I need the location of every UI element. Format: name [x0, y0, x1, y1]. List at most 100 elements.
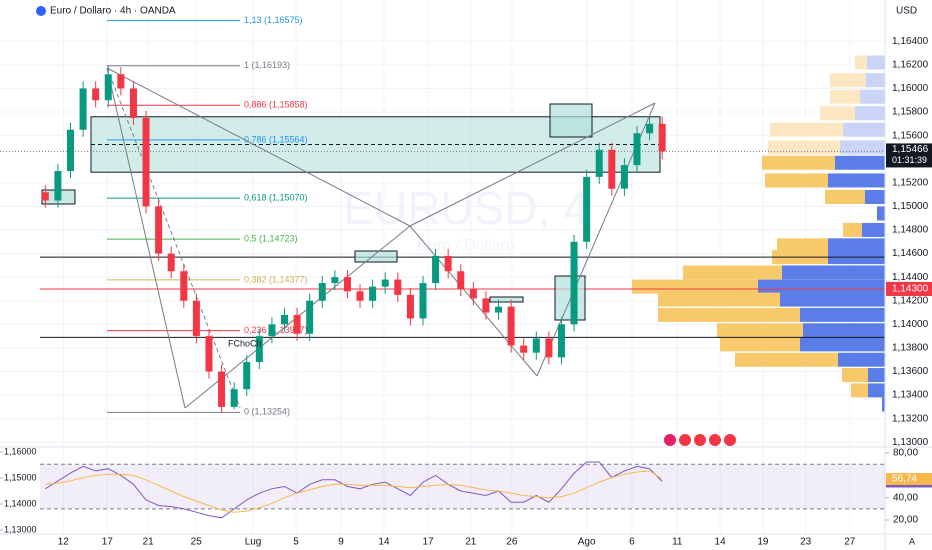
icons	[664, 434, 736, 446]
y-tick-label: 1,15600	[892, 130, 929, 141]
candle-body	[104, 74, 112, 101]
candle-body	[482, 298, 490, 313]
candle-body	[41, 192, 49, 201]
fib-label: 0,786 (1,15564)	[244, 134, 308, 144]
volume-up	[800, 337, 885, 352]
candle-body	[381, 279, 389, 287]
fib-label: 0 (1,13254)	[244, 407, 290, 417]
price-label-box	[886, 143, 932, 168]
rsi-line	[45, 470, 663, 513]
icon	[724, 434, 736, 446]
x-tick-label: 12	[58, 537, 70, 548]
volume-down	[762, 155, 835, 170]
candle-body	[218, 371, 226, 407]
overlay-tick-label: 1,14000	[4, 498, 37, 508]
rsi-tick-label: 80,00	[893, 448, 918, 459]
candle-body	[608, 149, 616, 189]
volume-down	[717, 323, 803, 338]
fib-label: 0,236 (1,13947)	[244, 325, 308, 335]
chart-title: Euro / Dollaro · 4h · OANDA	[50, 6, 176, 17]
rsi-tick-label: 20,00	[893, 515, 918, 526]
volume-up	[882, 397, 885, 412]
candle-body	[167, 253, 175, 272]
candle-body	[343, 277, 351, 292]
volume-up	[800, 307, 885, 322]
auto-button[interactable]: A	[909, 536, 915, 546]
candle-body	[532, 338, 540, 353]
trend-line	[409, 102, 656, 227]
y-tick-label: 1,14200	[892, 295, 929, 306]
volume-down	[735, 352, 838, 367]
y-tick-label: 1,14000	[892, 319, 929, 330]
volume-down	[768, 140, 840, 155]
candle-body	[495, 306, 503, 313]
candle-body	[180, 271, 188, 301]
fib-label: 0,618 (1,15070)	[244, 193, 308, 203]
rsi-band	[40, 464, 885, 509]
x-tick-label: 17	[102, 537, 114, 548]
watermark: EURUSD, 4	[343, 182, 588, 234]
candle-body	[155, 206, 163, 254]
candle-body	[243, 362, 251, 390]
y-tick-label: 1,13000	[892, 437, 929, 448]
candle-body	[583, 176, 591, 242]
x-tick-label: 14	[715, 537, 727, 548]
volume-down	[683, 265, 782, 280]
icon	[664, 434, 676, 446]
candle-body	[457, 271, 465, 289]
volume-up	[780, 292, 885, 307]
x-tick-label: Lug	[245, 537, 262, 548]
volume-down	[830, 73, 866, 88]
overlay-tick-label: 1,13000	[4, 524, 37, 534]
volume-down	[658, 292, 780, 307]
annotation: FChoCh	[228, 338, 262, 348]
x-tick-label: 26	[506, 537, 518, 548]
candle-body	[646, 123, 654, 134]
y-tick-label: 1,13600	[892, 366, 929, 377]
y-tick-label: 1,15200	[892, 177, 929, 188]
price-label: 1,15466	[892, 144, 929, 155]
candle-body	[306, 300, 314, 334]
trend-line	[106, 67, 186, 409]
volume-down	[632, 279, 758, 294]
grid	[0, 0, 885, 534]
candle-body	[192, 300, 200, 337]
volume-up	[828, 173, 885, 188]
volume-up	[840, 140, 885, 155]
volume-down	[842, 368, 868, 383]
x-tick-label: 19	[757, 537, 769, 548]
candle-body	[356, 291, 364, 301]
candle-body	[281, 314, 289, 325]
y-tick-label: 1,14800	[892, 225, 929, 236]
y-tick-label: 1,13400	[892, 390, 929, 401]
volume-up	[838, 352, 885, 367]
axes: 1,13000 1,13200 1,13400 1,13600 1,13800 1,140…	[58, 36, 932, 548]
volume-up	[877, 206, 885, 221]
y-tick-label: 1,16400	[892, 36, 929, 47]
box	[354, 250, 398, 263]
x-tick-label: 21	[143, 537, 155, 548]
currency: USD	[896, 6, 917, 17]
x-tick-label: 5	[293, 537, 299, 548]
candle-body	[658, 123, 666, 152]
icon	[679, 434, 691, 446]
fib-label: 0,382 (1,14377)	[244, 274, 308, 284]
x-tick-label: 27	[844, 537, 856, 548]
candle-body	[406, 294, 414, 319]
candle-body	[66, 129, 74, 172]
fib-label: 1,13 (1,16575)	[244, 15, 303, 25]
volume-down	[851, 383, 868, 398]
level-label: 1,14300	[892, 284, 929, 295]
rsi-last-label: 56,74	[892, 474, 917, 485]
rsi-line	[45, 461, 663, 519]
volume-up	[835, 155, 885, 170]
fib-label: 0,5 (1,14723)	[244, 233, 298, 243]
volume-up	[855, 106, 885, 121]
watermark-subtitle: Euro / Dollaro	[417, 237, 515, 254]
candle-body	[633, 133, 641, 166]
candle-body	[545, 338, 553, 358]
candle-body	[469, 288, 477, 299]
candle-body	[557, 324, 565, 358]
x-tick-label: 11	[672, 537, 683, 548]
